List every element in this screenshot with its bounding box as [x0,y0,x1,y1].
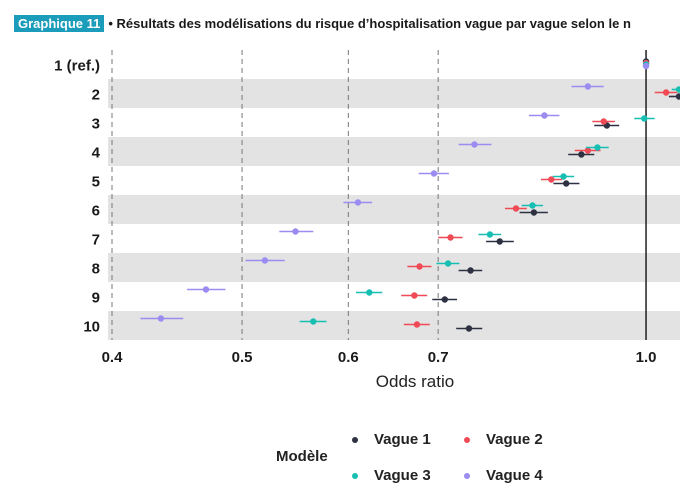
point-vague-4 [541,112,548,119]
point-vague-2 [512,205,520,212]
legend-dot-vague-2 [464,436,470,443]
legend-item-vague-2: Vague 2 [464,431,543,448]
chart-title: • Résultats des modélisations du risque … [108,15,631,31]
legend-item-vague-1: Vague 1 [352,431,431,448]
point-vague-1 [530,209,538,216]
point-vague-3 [675,86,680,93]
category-label: 3 [92,116,100,133]
legend-label-vague-1: Vague 1 [374,431,431,448]
legend-label-vague-2: Vague 2 [486,431,543,448]
row-band [108,253,680,282]
point-vague-4 [157,315,165,322]
x-tick-label: 0.5 [232,349,253,366]
legend-dot-vague-3 [352,472,358,479]
x-axis-label: Odds ratio [375,372,455,391]
point-vague-1 [441,296,448,303]
legend-label-vague-3: Vague 3 [374,467,431,484]
point-vague-2 [416,263,423,270]
row-band [108,195,680,224]
category-label: 1 (ref.) [54,58,100,75]
figure-number-badge: Graphique 11 [14,14,105,32]
point-vague-1 [578,151,585,158]
point-vague-2 [413,321,421,328]
x-tick-label: 0.4 [102,349,124,366]
forest-plot: 1 (ref.) 2 3 4 5 6 7 8 9 100.4 0.5 0.6 0.7 1.0 [54,50,680,366]
point-vague-1 [563,180,570,187]
point-vague-1 [675,93,680,100]
category-label: 6 [92,203,100,220]
point-vague-2 [662,89,670,96]
row-band [108,137,680,166]
point-vague-4 [261,257,269,264]
point-vague-3 [310,318,317,325]
legend-item-vague-4: Vague 4 [464,467,543,484]
point-vague-3 [560,173,567,180]
point-vague-3 [444,260,452,267]
point-vague-4 [430,170,438,177]
legend-title: Modèle [276,448,328,465]
point-vague-4 [354,199,362,206]
category-label: 8 [92,261,100,278]
point-vague-3 [529,202,536,209]
point-vague-2 [447,234,454,241]
point-vague-4 [584,83,592,90]
category-label: 10 [83,319,100,336]
legend-item-vague-3: Vague 3 [352,467,431,484]
point-vague-1 [465,325,473,332]
row-band [108,79,680,108]
x-tick-label: 1.0 [636,349,657,366]
point-vague-3 [486,231,494,238]
point-vague-4 [642,62,650,70]
category-label: 2 [92,87,100,104]
category-label: 4 [92,145,101,162]
x-tick-label: 0.6 [338,349,359,366]
category-label: 5 [92,174,100,191]
point-vague-4 [202,286,210,293]
row-band [108,311,680,340]
x-tick-label: 0.7 [428,349,449,366]
point-vague-1 [467,267,474,274]
point-vague-3 [641,115,648,122]
point-vague-4 [292,228,299,235]
legend-dot-vague-4 [464,472,470,479]
legend-dot-vague-1 [352,436,358,443]
point-vague-2 [411,292,418,299]
point-vague-1 [496,238,503,245]
point-vague-3 [594,144,601,151]
category-label: 9 [92,290,100,307]
point-vague-2 [548,176,555,183]
legend-label-vague-4: Vague 4 [486,467,543,484]
point-vague-2 [600,118,607,125]
chart-header: Graphique 11 • Résultats des modélisatio… [14,14,631,32]
category-label: 7 [92,232,100,249]
point-vague-2 [584,147,592,154]
point-vague-4 [471,141,478,148]
point-vague-3 [366,289,373,296]
